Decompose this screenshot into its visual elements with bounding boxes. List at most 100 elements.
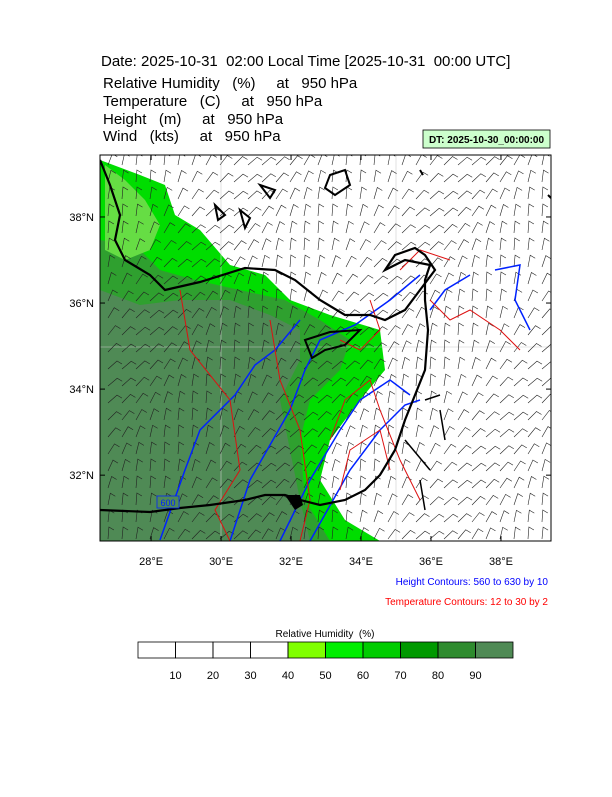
wind-barb xyxy=(415,290,429,302)
wind-barb xyxy=(219,306,229,319)
wind-barb xyxy=(275,172,289,183)
wind-barb xyxy=(135,203,143,217)
wind-barb xyxy=(359,408,370,421)
wind-barb xyxy=(387,187,399,200)
wind-barb xyxy=(457,190,473,200)
wind-barb xyxy=(331,272,343,285)
wind-barb xyxy=(135,526,144,540)
wind-barb xyxy=(163,374,175,387)
wind-barb xyxy=(177,341,190,353)
wind-barb xyxy=(191,241,207,251)
wind-barb xyxy=(513,220,521,234)
wind-barb xyxy=(247,173,263,183)
wind-barb xyxy=(163,222,176,234)
wind-barb xyxy=(303,220,311,234)
x-tick-label: 34°E xyxy=(349,556,373,568)
wind-barb xyxy=(429,207,445,217)
wind-barb xyxy=(303,394,319,404)
wind-barb xyxy=(149,408,160,421)
wind-barb xyxy=(163,204,174,217)
wind-barb xyxy=(457,305,465,319)
wind-barb xyxy=(359,274,374,285)
wind-barb xyxy=(499,171,512,183)
wind-barb xyxy=(219,460,232,472)
wind-barb xyxy=(163,258,178,268)
wind-barb xyxy=(359,424,368,438)
wind-barb xyxy=(415,442,425,455)
wind-barb xyxy=(219,478,234,489)
wind-barb xyxy=(303,509,312,523)
wind-barb xyxy=(191,324,204,336)
wind-barb xyxy=(387,390,396,404)
wind-barb xyxy=(191,390,199,404)
wind-barb xyxy=(373,309,389,319)
wind-barb xyxy=(527,186,535,200)
wind-barb xyxy=(401,308,415,319)
wind-barb xyxy=(443,224,458,234)
wind-barb xyxy=(457,271,467,285)
wind-barb xyxy=(345,492,353,506)
wind-barb xyxy=(373,169,382,183)
wind-barb xyxy=(443,272,454,285)
wind-barb xyxy=(513,170,524,183)
wind-barb xyxy=(177,528,191,540)
wind-barb xyxy=(457,427,471,438)
wind-barb xyxy=(289,358,303,370)
wind-barb xyxy=(135,360,150,370)
wind-barb xyxy=(317,476,327,489)
wind-barb xyxy=(373,258,388,268)
wind-barb xyxy=(205,290,219,302)
wind-barb xyxy=(429,407,438,421)
wind-barb xyxy=(205,171,219,183)
wind-barb xyxy=(513,237,520,251)
wind-barb xyxy=(345,343,361,353)
wind-barb xyxy=(527,289,539,302)
wind-barb xyxy=(415,339,424,353)
wind-barb xyxy=(289,340,301,353)
wind-barb xyxy=(149,527,159,540)
wind-barb xyxy=(513,359,528,370)
wind-barb xyxy=(345,255,357,268)
wind-barb xyxy=(233,408,244,421)
wind-barb xyxy=(429,224,445,234)
wind-barb xyxy=(373,441,381,455)
wind-barb xyxy=(373,326,388,336)
wind-barb xyxy=(107,360,123,370)
wind-barb xyxy=(219,257,233,268)
wind-barb xyxy=(443,390,453,404)
wind-barb xyxy=(485,511,498,523)
wind-barb xyxy=(275,188,288,200)
wind-barb xyxy=(149,169,157,183)
wind-barb xyxy=(261,238,272,251)
wind-barb xyxy=(275,375,288,387)
wind-barb xyxy=(247,529,261,540)
colorbar-label: 60 xyxy=(357,670,369,682)
wind-barb xyxy=(373,458,381,472)
wind-barb xyxy=(331,442,342,455)
wind-barb xyxy=(205,155,217,166)
wind-barb xyxy=(177,493,188,506)
wind-barb xyxy=(415,477,428,489)
wind-barb xyxy=(429,273,442,285)
wind-barbs xyxy=(107,155,551,540)
wind-barb xyxy=(107,492,116,506)
wind-barb xyxy=(443,513,459,523)
wind-barb xyxy=(499,254,507,268)
wind-barb xyxy=(191,512,205,523)
wind-barb xyxy=(485,322,494,336)
wind-barb xyxy=(275,221,285,234)
note: Temperature Contours: 12 to 30 by 2 xyxy=(385,597,548,608)
wind-barb xyxy=(219,224,235,234)
wind-barb xyxy=(415,373,423,387)
wind-barb xyxy=(275,428,291,438)
wind-barb xyxy=(401,340,412,353)
wind-barb xyxy=(233,322,241,336)
wind-barb xyxy=(499,187,511,200)
wind-barb xyxy=(275,511,288,523)
wind-barb xyxy=(345,376,360,387)
wind-barb xyxy=(163,292,179,302)
wind-barb xyxy=(415,356,423,370)
wind-barb xyxy=(135,291,150,302)
wind-barb xyxy=(177,309,192,319)
field-line: Height (m) at 950 hPa xyxy=(103,111,284,128)
